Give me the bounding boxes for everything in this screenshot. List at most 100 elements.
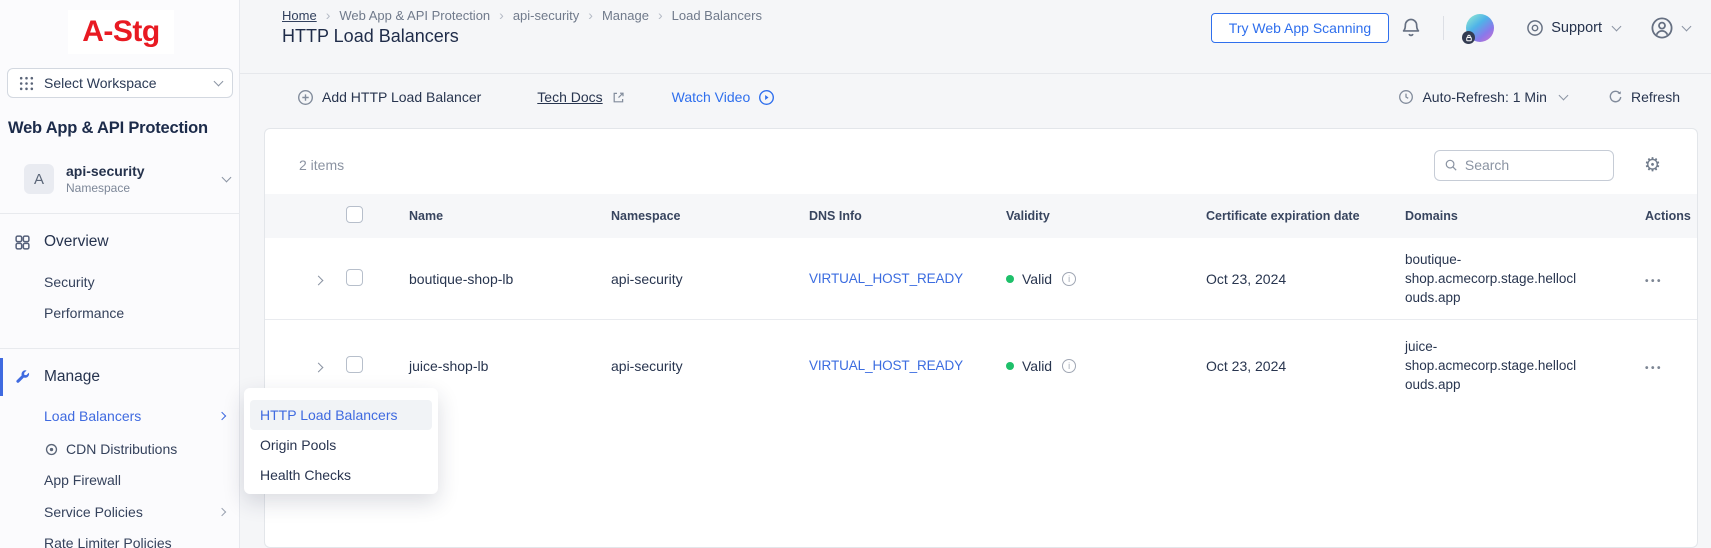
sidebar-item-performance[interactable]: Performance — [0, 297, 239, 329]
breadcrumb-separator-icon: › — [499, 7, 504, 23]
play-circle-icon — [759, 89, 775, 105]
row-actions-menu[interactable]: ••• — [1645, 275, 1664, 287]
header-divider — [1443, 16, 1445, 40]
sidebar-item-rate-limiter-policies[interactable]: Rate Limiter Policies — [0, 527, 239, 548]
breadcrumb-waap[interactable]: Web App & API Protection — [339, 7, 491, 23]
sidebar-item-cdn-distributions[interactable]: CDN Distributions — [0, 433, 239, 465]
header-actions: Try Web App Scanning Support — [1210, 13, 1692, 44]
breadcrumb-namespace[interactable]: api-security — [512, 7, 580, 23]
workspace-selector-label: Select Workspace — [44, 75, 157, 91]
overview-grid-icon — [15, 234, 30, 250]
column-header-actions: Actions — [1645, 209, 1691, 223]
external-link-icon — [613, 92, 624, 102]
table-row: juice-shop-lb api-security VIRTUAL_HOST_… — [265, 319, 1697, 411]
cell-namespace: api-security — [611, 357, 683, 374]
chevron-down-icon — [1611, 21, 1622, 32]
sidebar-item-label: Manage — [44, 368, 101, 385]
app-logo: A-Stg — [68, 10, 174, 54]
tech-docs-label: Tech Docs — [537, 89, 603, 105]
header-bottom-divider — [240, 73, 1711, 74]
chevron-down-icon — [221, 172, 232, 183]
product-title: Web App & API Protection — [8, 119, 208, 137]
load-balancers-table-card: 2 items ⚙ Name Namespace DNS Info Validi… — [264, 128, 1698, 548]
table-row: boutique-shop-lb api-security VIRTUAL_HO… — [265, 238, 1697, 319]
toolbar: Add HTTP Load Balancer Tech Docs Watch V… — [240, 74, 1711, 120]
flyout-item-http-load-balancers[interactable]: HTTP Load Balancers — [250, 400, 432, 430]
account-avatar[interactable] — [1462, 14, 1495, 44]
row-checkbox[interactable] — [346, 268, 363, 286]
sidebar-item-overview[interactable]: Overview — [0, 226, 239, 258]
cell-name: juice-shop-lb — [409, 357, 489, 374]
wrench-icon — [16, 369, 30, 383]
tech-docs-link[interactable]: Tech Docs — [537, 89, 625, 105]
watch-video-link[interactable]: Watch Video — [672, 89, 776, 106]
breadcrumb-home[interactable]: Home — [282, 7, 317, 23]
notifications-bell-icon[interactable] — [1400, 17, 1422, 39]
column-header-name: Name — [409, 209, 444, 223]
select-all-checkbox[interactable] — [346, 206, 363, 223]
auto-refresh-selector[interactable]: Auto-Refresh: 1 Min — [1398, 89, 1569, 105]
expand-row-button[interactable] — [265, 358, 346, 374]
sidebar-item-manage[interactable]: Manage — [0, 361, 239, 393]
sidebar-item-load-balancers[interactable]: Load Balancers — [0, 400, 239, 432]
valid-status-dot-icon — [1006, 361, 1014, 370]
column-header-validity: Validity — [1006, 209, 1050, 223]
page-title: HTTP Load Balancers — [282, 26, 459, 46]
refresh-label: Refresh — [1630, 89, 1680, 105]
column-header-cert-expiration: Certificate expiration date — [1206, 209, 1360, 223]
valid-status-dot-icon — [1006, 274, 1014, 283]
cell-domains: juice-shop.acmecorp.stage.helloclouds.ap… — [1405, 339, 1577, 392]
user-account-menu[interactable] — [1650, 16, 1692, 40]
sidebar-divider — [0, 213, 240, 214]
breadcrumb-load-balancers: Load Balancers — [671, 7, 762, 23]
cell-cert-expiration: Oct 23, 2024 — [1206, 357, 1287, 374]
row-actions-menu[interactable]: ••• — [1645, 362, 1664, 374]
info-icon[interactable]: i — [1062, 358, 1077, 373]
workspace-grid-icon — [19, 76, 34, 90]
cell-actions: ••• — [1645, 271, 1697, 287]
workspace-selector[interactable]: Select Workspace — [7, 68, 233, 98]
watch-video-label: Watch Video — [671, 89, 751, 105]
try-web-app-scanning-button[interactable]: Try Web App Scanning — [1210, 13, 1390, 43]
flyout-item-origin-pools[interactable]: Origin Pools — [260, 437, 337, 453]
expand-row-button[interactable] — [265, 271, 346, 287]
breadcrumb-manage[interactable]: Manage — [601, 7, 649, 23]
sidebar-item-label: Overview — [44, 233, 109, 250]
namespace-type-label: Namespace — [66, 181, 131, 195]
table-settings-gear-icon[interactable]: ⚙ — [1643, 153, 1661, 176]
row-checkbox[interactable] — [346, 355, 363, 373]
chevron-right-icon — [313, 362, 324, 372]
namespace-selector[interactable]: A api-security Namespace — [0, 160, 240, 198]
validity-label: Valid — [1022, 270, 1053, 287]
sidebar-item-label: Performance — [44, 305, 125, 321]
cell-validity: Valid i — [1006, 271, 1206, 287]
sidebar-item-app-firewall[interactable]: App Firewall — [0, 464, 239, 496]
flyout-item-health-checks[interactable]: Health Checks — [260, 467, 352, 483]
column-header-domains: Domains — [1405, 209, 1458, 223]
active-section-indicator — [0, 358, 3, 396]
sidebar: A-Stg Select Workspace Web App & API Pro… — [0, 0, 240, 548]
sidebar-item-security[interactable]: Security — [0, 266, 239, 298]
info-icon[interactable]: i — [1062, 271, 1077, 286]
search-input[interactable] — [1464, 157, 1604, 173]
app-logo-text: A-Stg — [82, 15, 160, 48]
sidebar-item-label: App Firewall — [44, 472, 122, 488]
refresh-icon — [1609, 90, 1622, 103]
load-balancers-flyout-menu: HTTP Load Balancers Origin Pools Health … — [244, 388, 438, 494]
cell-name: boutique-shop-lb — [409, 270, 514, 287]
sidebar-item-service-policies[interactable]: Service Policies — [0, 496, 239, 528]
cell-actions: ••• — [1645, 358, 1697, 374]
add-http-load-balancer-button[interactable]: Add HTTP Load Balancer — [297, 89, 481, 106]
cell-dns-info[interactable]: VIRTUAL_HOST_READY — [809, 271, 963, 286]
sidebar-item-label: Security — [44, 274, 95, 290]
support-icon — [1527, 20, 1544, 36]
support-label: Support — [1551, 20, 1602, 36]
cell-dns-info[interactable]: VIRTUAL_HOST_READY — [809, 358, 963, 373]
sidebar-item-label: CDN Distributions — [66, 441, 178, 457]
table-header-bar: 2 items ⚙ — [265, 129, 1697, 181]
support-menu[interactable]: Support — [1526, 19, 1622, 37]
column-header-namespace: Namespace — [611, 209, 681, 223]
refresh-button[interactable]: Refresh — [1607, 89, 1680, 105]
sidebar-item-label: Load Balancers — [44, 408, 142, 424]
